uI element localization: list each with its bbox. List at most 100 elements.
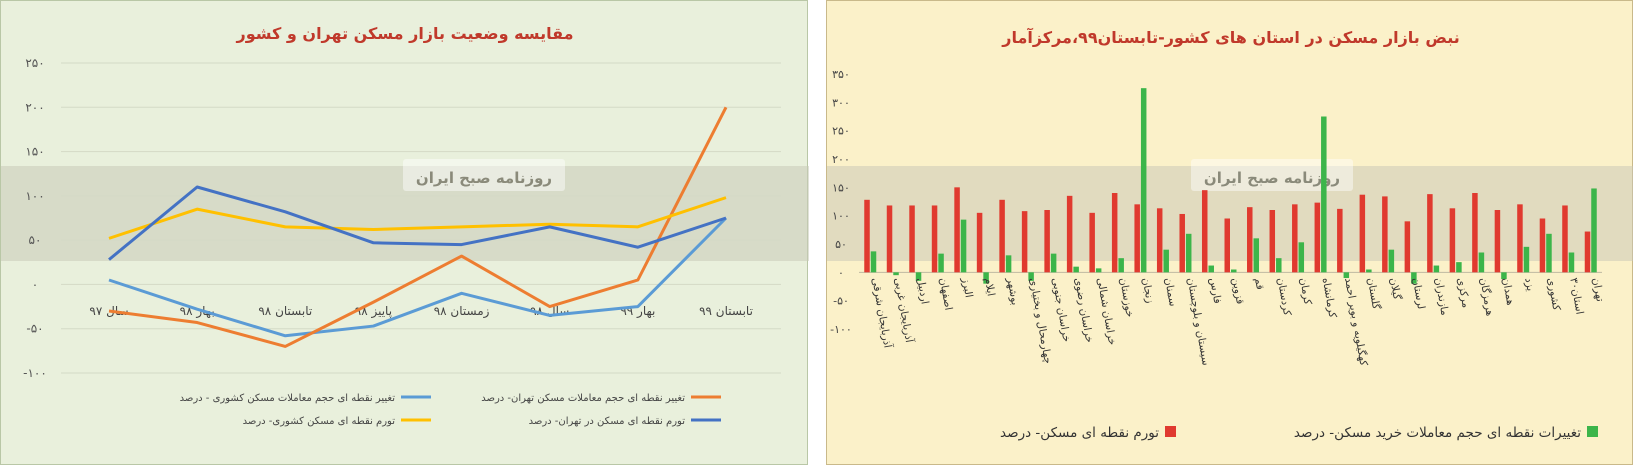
x-tick-label: سیستان و بلوچستان	[1185, 277, 1212, 367]
x-tick-label: تهران	[1590, 277, 1606, 303]
x-tick-label: آذربایجان شرقی	[869, 277, 894, 350]
x-tick-label: کشوری	[1545, 277, 1563, 312]
bar-volume	[1073, 266, 1079, 273]
y-tick-label: ۳۵۰	[832, 68, 850, 81]
x-tick-label: زنجان	[1139, 277, 1155, 304]
x-tick-label: مازندران	[1432, 277, 1450, 317]
bar-volume	[1095, 268, 1102, 273]
bar-inflation	[1449, 208, 1456, 273]
x-tick-label: آذربایجان غربی	[892, 277, 916, 345]
y-tick-label: ۲۰۰	[832, 153, 850, 166]
legend-label: تغییر نقطه ای حجم معاملات مسکن کشوری - د…	[180, 393, 396, 404]
x-tick-label: همدان	[1500, 277, 1517, 306]
line-chart: روزنامه صبح ایران -۱۰۰ -۵۰ ۰ ۵۰ ۱۰۰ ۱۵۰ ۲۰۰ ۲۵۰ م…	[1, 24, 809, 427]
bar-inflation	[1247, 207, 1253, 273]
bar-inflation	[1494, 210, 1501, 273]
bar-volume	[893, 272, 899, 276]
watermark-box	[403, 159, 565, 191]
bar-inflation	[1584, 231, 1591, 273]
x-tick-label: تابستان ۹۸	[258, 304, 312, 318]
watermark-box	[1191, 159, 1353, 191]
bar-inflation	[1337, 208, 1343, 273]
bar-volume	[1366, 269, 1372, 273]
x-tick-label: زمستان ۹۸	[434, 304, 490, 319]
y-tick-label: -۱۰۰	[23, 366, 47, 380]
bar-inflation	[1562, 205, 1568, 273]
bar-inflation	[1314, 202, 1321, 273]
bar-inflation	[1111, 193, 1118, 273]
bar-volume	[938, 253, 944, 273]
bar-inflation	[1517, 204, 1523, 273]
bar-inflation	[864, 199, 870, 273]
bar-inflation	[1066, 195, 1073, 273]
x-tick-label: کرمانشاه	[1320, 277, 1339, 319]
x-tick-label: فارس	[1207, 277, 1223, 305]
y-tick-label: ۲۵۰	[25, 56, 44, 70]
series-line-2	[108, 196, 727, 240]
chart-title: نبض بازار مسکن در استان های کشور-تابستان…	[1001, 27, 1460, 47]
legend-label: تغییر نقطه ای حجم معاملات مسکن تهران- در…	[481, 393, 685, 404]
bar-inflation	[1292, 204, 1298, 273]
bar-inflation	[931, 205, 938, 273]
y-tick-label: ۱۰۰	[25, 189, 44, 203]
bar-volume	[1118, 258, 1124, 273]
bar-volume	[1050, 253, 1057, 273]
bar-inflation	[1539, 218, 1546, 273]
x-tick-label: کهگیلویه و بویر احمد	[1342, 277, 1370, 367]
watermark-text: روزنامه صبح ایران	[1204, 169, 1340, 187]
bar-inflation	[886, 205, 893, 273]
bar-inflation	[1156, 208, 1163, 273]
y-tick-label: ۵۰	[29, 233, 42, 247]
bar-inflation	[1224, 218, 1230, 273]
chart-panel-tehran-vs-country: روزنامه صبح ایران -۱۰۰ -۵۰ ۰ ۵۰ ۱۰۰ ۱۵۰ ۲۰۰ ۲۵۰ م…	[0, 0, 809, 465]
y-tick-label: -۱۰۰	[830, 323, 852, 336]
legend-label: تغییرات نقطه ای حجم معاملات خرید مسکن- د…	[1294, 425, 1581, 441]
x-tick-label: تابستان ۹۹	[699, 304, 753, 318]
bar-volume	[1591, 188, 1597, 273]
x-tick-label: ۳۰استان	[1567, 277, 1585, 316]
bar-volume	[1253, 238, 1260, 273]
bar-volume	[1501, 272, 1507, 280]
x-tick-label: لرستان	[1410, 277, 1427, 310]
bar-inflation	[999, 199, 1005, 273]
bar-volume	[1163, 249, 1169, 273]
x-tick-label: پاییز ۹۸	[355, 304, 392, 319]
bar-volume	[1343, 272, 1350, 278]
x-tick-label: خراسان شمالی	[1094, 277, 1118, 346]
bar-inflation	[954, 187, 960, 273]
y-tick-label: ۱۵۰	[832, 181, 850, 194]
x-tick-label: خراسان رضوی	[1072, 277, 1095, 344]
bar-inflation	[976, 212, 983, 273]
x-tick-label: اصفهان	[937, 277, 955, 311]
bar-inflation	[1201, 190, 1208, 273]
x-tick-label: البرز	[959, 276, 974, 299]
chart-title: مقایسه وضعیت بازار مسکن تهران و کشور	[236, 24, 574, 43]
x-tick-label: گیلان	[1387, 277, 1404, 301]
bar-volume	[1456, 262, 1462, 273]
bar-volume	[870, 251, 877, 273]
bar-volume	[960, 219, 967, 273]
bar-volume	[1433, 265, 1440, 273]
x-tick-label: ایلام	[982, 277, 997, 297]
bar-volume	[1388, 249, 1395, 273]
x-tick-label: اردبیل	[914, 277, 930, 305]
bar-inflation	[909, 205, 915, 273]
y-tick-label: -۵۰	[833, 295, 849, 308]
bar-volume	[1321, 116, 1327, 273]
bar-chart: روزنامه صبح ایران نبض بازار مسکن در استان…	[827, 27, 1633, 441]
x-tick-label: قم	[1252, 277, 1266, 291]
bar-volume	[1478, 252, 1485, 273]
y-tick-label: -۵۰	[26, 322, 43, 336]
bar-volume	[1140, 88, 1147, 273]
bar-inflation	[1382, 196, 1388, 273]
x-tick-label: بوشهر	[1004, 276, 1021, 306]
x-tick-label: هرمزگان	[1477, 277, 1497, 317]
bar-inflation	[1359, 194, 1366, 273]
bar-inflation	[1089, 212, 1095, 273]
legend-label: تورم نقطه ای مسکن در تهران- درصد	[529, 416, 686, 427]
x-tick-label: چهارمحال و بختیاری	[1027, 277, 1054, 365]
legend-label: تورم نقطه ای مسکن- درصد	[1000, 425, 1159, 441]
y-tick-label: ۰	[838, 266, 844, 279]
series-line-3	[108, 185, 727, 261]
x-tick-label: مرکزی	[1455, 277, 1472, 309]
